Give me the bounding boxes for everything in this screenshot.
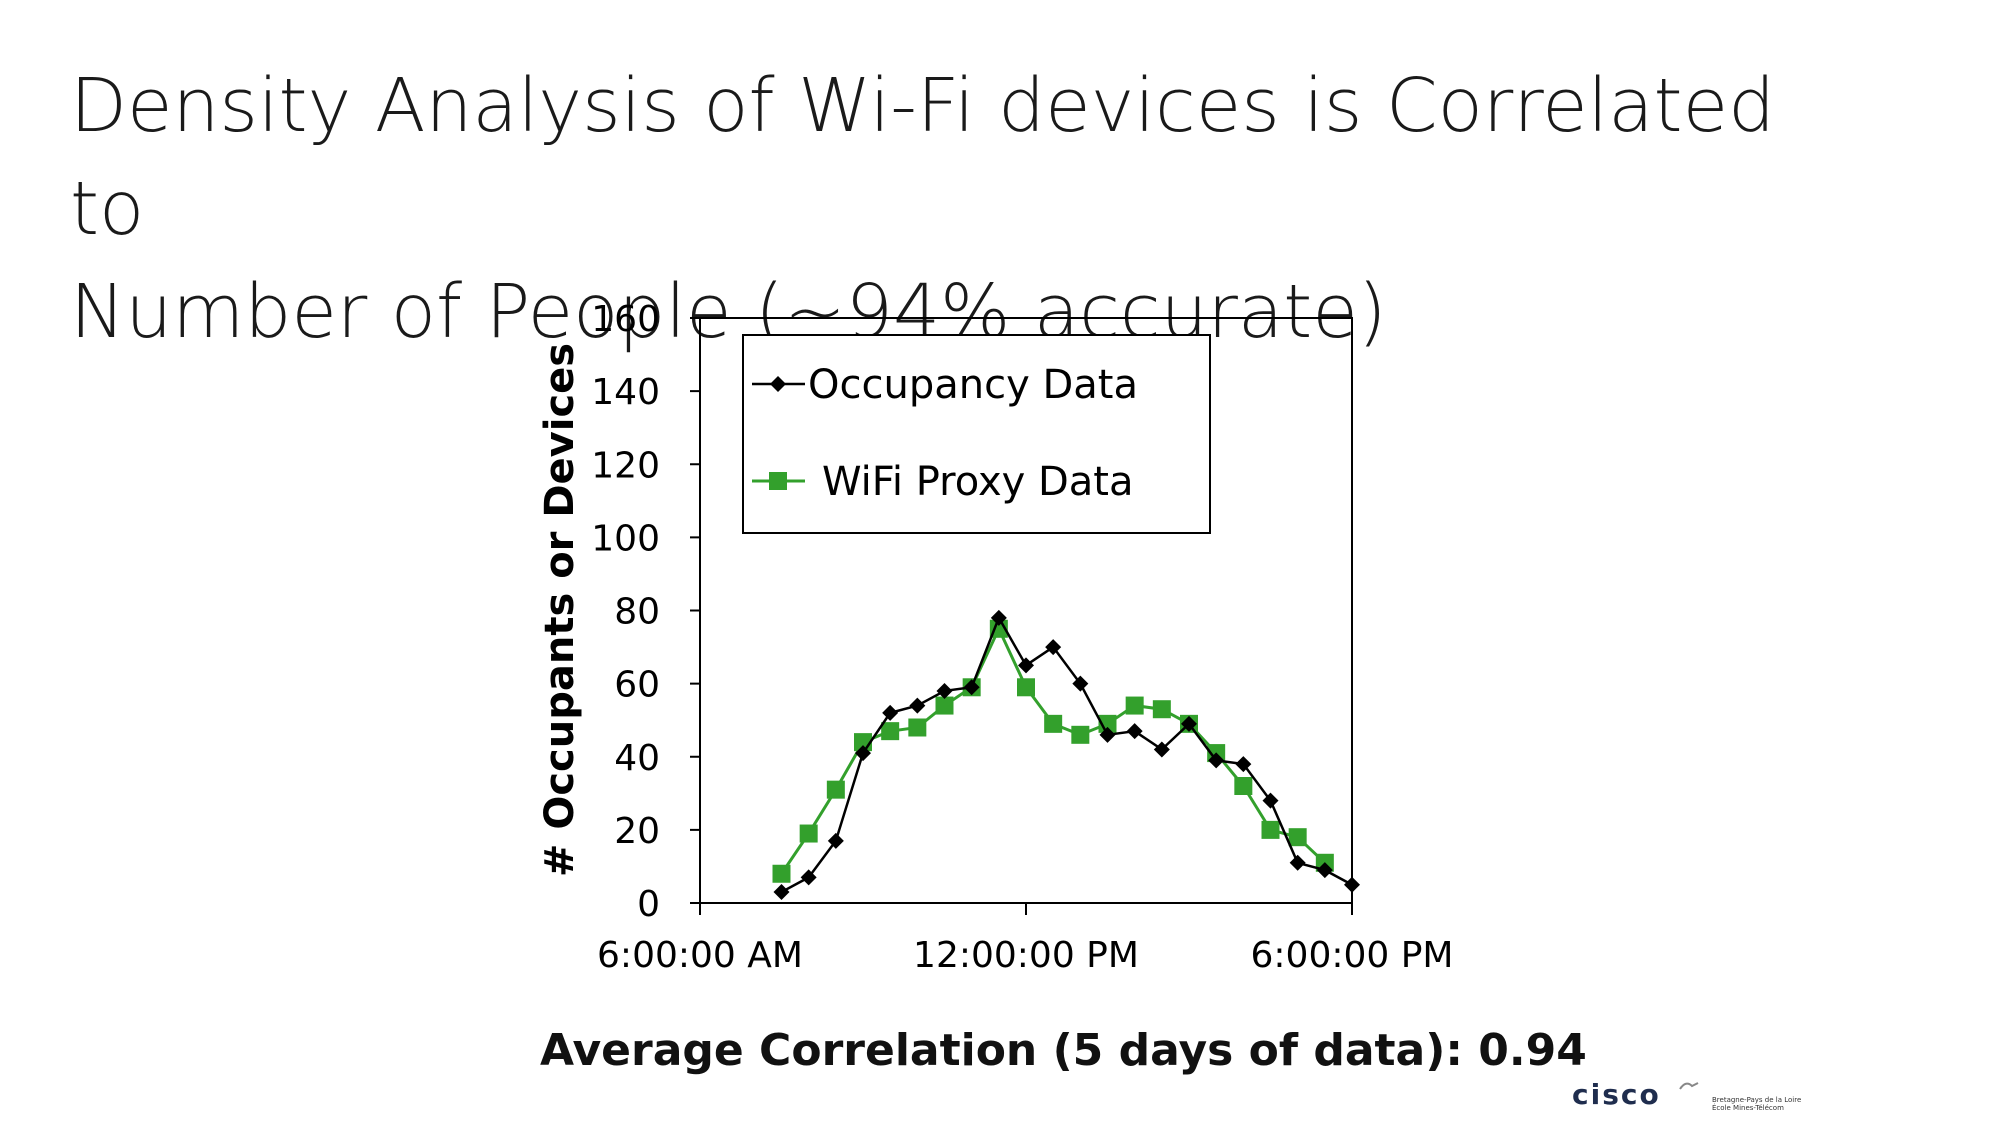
school-logo-line-2: École Mines-Télécom [1712,1104,1784,1112]
x-tick-label: 6:00:00 AM [597,935,803,976]
data-point [1235,756,1252,773]
data-point [826,780,845,799]
x-tick-label: 6:00:00 PM [1251,935,1454,976]
x-axis-ticks: 6:00:00 AM 12:00:00 PM 6:00:00 PM [597,903,1454,976]
data-point [1261,820,1280,839]
data-point [1126,723,1143,740]
data-point [1071,725,1090,744]
data-point [1018,657,1034,674]
y-tick-label: 80 [614,592,660,633]
data-point [772,864,791,883]
data-point [1153,741,1170,758]
data-point [1044,714,1063,733]
y-tick-label: 100 [591,518,660,559]
data-point [963,679,980,696]
data-point [936,682,953,699]
y-tick-label: 60 [614,665,660,706]
y-tick-label: 140 [591,372,660,413]
y-tick-label: 160 [591,299,660,340]
data-point [908,718,927,737]
y-axis-label: # Occupants or Devices [537,343,583,877]
data-point [1234,777,1253,795]
data-point [1316,862,1333,879]
data-point [881,722,900,741]
legend-label: Occupancy Data [808,362,1138,408]
series-occupancy-data [773,609,1360,901]
x-tick-label: 12:00:00 PM [913,935,1139,976]
data-point [1045,639,1062,656]
school-logo-line-1: Bretagne-Pays de la Loire [1712,1096,1802,1104]
data-point [909,697,926,714]
data-point [1099,726,1116,743]
cisco-logo: cisco [1572,1078,1661,1111]
y-tick-label: 20 [614,811,660,852]
school-logo-mark-icon [1679,1082,1699,1090]
legend-marker [769,472,787,490]
data-point [990,609,1007,626]
series-line [780,614,1353,894]
data-point [1288,828,1307,847]
slide-title-line-1: Density Analysis of Wi-Fi devices is Cor… [70,63,1776,252]
data-point [773,884,790,901]
data-point [1181,715,1197,732]
series-layer [772,609,1360,901]
legend-entry: WiFi Proxy Data [752,459,1134,505]
legend-box [742,334,1211,534]
data-point [827,832,844,849]
data-point [799,824,818,843]
y-tick-label: 40 [614,738,660,779]
data-point [1072,675,1089,692]
data-point [800,869,817,886]
legend-marker [770,376,786,392]
data-point [855,745,871,762]
correlation-caption: Average Correlation (5 days of data): 0.… [540,1025,1587,1076]
data-point [1017,678,1035,697]
footer-logos: cisco Bretagne-Pays de la Loire École Mi… [1560,1050,1820,1120]
data-point [1125,696,1144,715]
data-point [935,696,954,715]
y-tick-label: 0 [637,884,660,925]
legend-entry: Occupancy Data [752,362,1138,408]
legend-label: WiFi Proxy Data [822,459,1134,505]
y-axis-ticks: 0 20 40 60 80 100 120 140 160 [591,299,700,925]
data-point [1344,876,1360,893]
y-tick-label: 120 [591,445,660,486]
data-point [882,704,899,721]
chart-legend: Occupancy Data WiFi Proxy Data [742,334,1211,534]
series-wifi-proxy-data [772,619,1334,883]
data-point [1289,854,1306,871]
data-point [1152,700,1171,719]
data-point [1208,752,1225,769]
data-point [1262,792,1279,809]
school-logo-text: Bretagne-Pays de la Loire École Mines-Té… [1712,1096,1832,1112]
